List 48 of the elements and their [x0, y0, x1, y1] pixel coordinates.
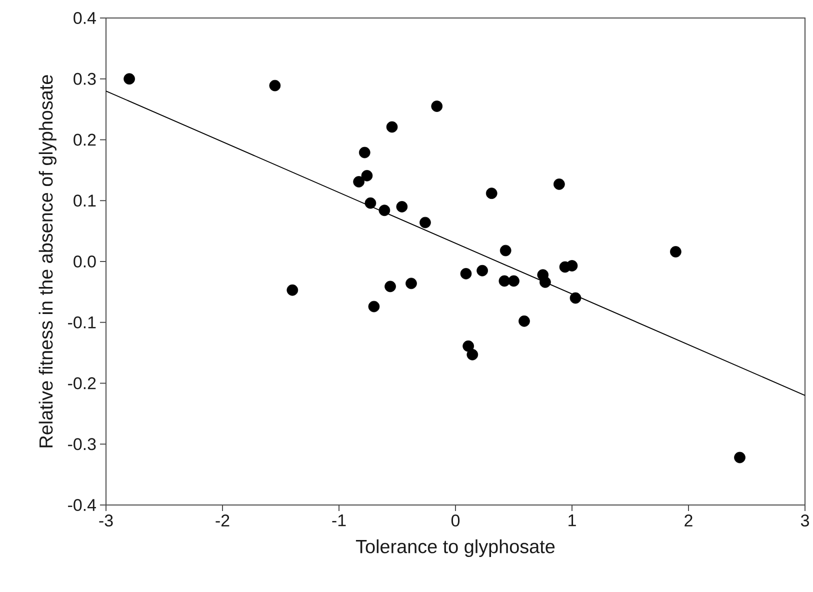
point: [734, 452, 746, 464]
y-tick-label: -0.3: [68, 438, 96, 450]
point: [406, 278, 417, 290]
point: [500, 244, 512, 256]
x-tick-label: 0: [451, 514, 460, 527]
point: [384, 280, 396, 292]
y-tick-label: -0.4: [68, 499, 96, 511]
point: [554, 178, 565, 190]
point: [566, 260, 578, 272]
y-tick-label: 0.2: [74, 134, 96, 146]
point: [476, 264, 488, 276]
point: [361, 170, 373, 182]
point: [364, 197, 376, 209]
point: [358, 146, 370, 158]
x-axis-title: Tolerance to glyphosate: [356, 539, 555, 557]
x-tick-label: -1: [332, 514, 346, 526]
point: [378, 204, 390, 216]
y-tick-label: 0.1: [74, 194, 96, 207]
point: [431, 100, 443, 112]
y-tick-label: -0.1: [68, 316, 96, 328]
point: [386, 121, 398, 133]
point: [498, 275, 510, 287]
y-tick-label: 0.3: [74, 72, 96, 85]
x-tick-label: 1: [568, 514, 576, 526]
point: [353, 176, 364, 188]
point: [670, 246, 682, 258]
x-tick-label: -3: [99, 514, 113, 527]
point: [462, 340, 474, 352]
point: [486, 188, 498, 199]
point: [466, 348, 478, 360]
point: [269, 80, 281, 92]
x-tick-label: -2: [216, 514, 230, 526]
point: [124, 73, 135, 85]
y-tick-label: 0.4: [74, 12, 96, 24]
point: [518, 315, 530, 327]
point: [460, 268, 472, 280]
point: [570, 292, 582, 304]
point: [396, 201, 408, 212]
y-axis-title: Relative fitness in the absence of glyphosate: [38, 75, 56, 448]
point: [420, 216, 431, 228]
y-tick-label: -0.2: [68, 377, 96, 390]
point: [540, 276, 551, 288]
y-tick-label: 0.0: [74, 256, 96, 268]
x-tick-label: 2: [684, 514, 692, 526]
point: [286, 284, 298, 296]
x-tick-label: 3: [800, 514, 809, 527]
point: [508, 275, 520, 287]
point: [368, 300, 380, 312]
